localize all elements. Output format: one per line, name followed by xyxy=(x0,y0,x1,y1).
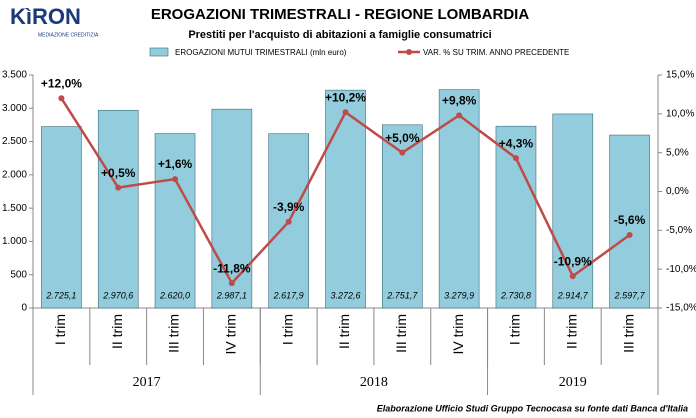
line-value-label: +5,0% xyxy=(385,131,420,145)
y2-tick-label: 15,0% xyxy=(666,70,694,81)
group-label: 2017 xyxy=(133,375,161,390)
bar xyxy=(154,133,196,309)
x-tick-label: II trim xyxy=(336,314,352,349)
bar xyxy=(609,134,650,309)
line-value-label: -5,6% xyxy=(614,213,646,227)
y-tick-label: 3.500 xyxy=(2,70,27,81)
line-value-label: +0,5% xyxy=(101,166,136,180)
line-value-label: +10,2% xyxy=(325,90,366,104)
x-tick-label: IV trim xyxy=(223,314,239,354)
y-tick-label: 1.500 xyxy=(2,203,27,214)
line-value-label: +12,0% xyxy=(41,76,82,90)
bar-value-label: 2.970,6 xyxy=(102,290,133,300)
x-tick-label: IV trim xyxy=(450,314,466,354)
bar xyxy=(97,109,139,309)
bar xyxy=(41,126,82,309)
y-tick-label: 0 xyxy=(21,303,27,314)
y-tick-label: 1.000 xyxy=(2,236,27,247)
line-marker xyxy=(115,184,122,191)
line-marker xyxy=(569,273,576,280)
x-tick-label: III trim xyxy=(393,314,409,353)
chart-subtitle: Prestiti per l'acquisto di abitazioni a … xyxy=(188,29,491,41)
x-tick-label: II trim xyxy=(109,314,125,349)
y-tick-label: 2.500 xyxy=(2,136,27,147)
line-marker xyxy=(285,218,292,225)
legend-label: EROGAZIONI MUTUI TRIMESTRALI (mln euro) xyxy=(175,48,347,57)
bar-value-label: 2.987,1 xyxy=(216,290,247,300)
footer: Elaborazione Ufficio Studi Gruppo Tecnoc… xyxy=(377,403,688,413)
y2-tick-label: -15,0% xyxy=(666,303,696,314)
x-tick-label: I trim xyxy=(52,314,68,345)
x-tick-label: I trim xyxy=(507,314,523,345)
y-tick-label: 3.000 xyxy=(2,103,27,114)
bar-value-label: 2.730,8 xyxy=(500,290,531,300)
line-value-label: +1,6% xyxy=(158,157,193,171)
bar-value-label: 2.725,1 xyxy=(45,290,76,300)
y2-tick-label: -10,0% xyxy=(666,264,696,275)
legend-swatch xyxy=(149,47,169,57)
line-value-label: -11,8% xyxy=(213,261,251,275)
y-tick-label: 2.000 xyxy=(2,169,27,180)
line-marker xyxy=(399,149,406,156)
line-marker xyxy=(58,95,65,102)
x-tick-label: III trim xyxy=(166,314,182,353)
logo-tagline: MEDIAZIONE CREDITIZIA xyxy=(38,32,99,38)
y-tick-label: 500 xyxy=(10,269,27,280)
group-label: 2019 xyxy=(559,375,587,390)
line-marker xyxy=(228,280,235,287)
bar-value-label: 2.597,7 xyxy=(614,290,646,300)
group-label: 2018 xyxy=(360,375,388,390)
y2-tick-label: -5,0% xyxy=(666,225,692,236)
bar xyxy=(211,108,253,309)
x-tick-label: III trim xyxy=(620,314,636,353)
x-tick-label: II trim xyxy=(563,314,579,349)
line-marker xyxy=(456,112,463,119)
line-marker xyxy=(512,155,519,162)
line-marker xyxy=(626,231,633,238)
bar xyxy=(325,89,366,309)
bar-value-label: 3.272,6 xyxy=(330,290,360,300)
bar xyxy=(438,89,480,309)
logo-name: KìRON xyxy=(10,4,81,29)
bar-value-label: 2.914,7 xyxy=(557,290,589,300)
line-marker xyxy=(342,109,349,116)
line-value-label: +9,8% xyxy=(442,94,477,108)
y2-tick-label: 0,0% xyxy=(666,186,689,197)
line-value-label: +4,3% xyxy=(499,136,534,150)
bar-value-label: 2.751,7 xyxy=(386,290,418,300)
x-tick-label: I trim xyxy=(279,314,295,345)
bar-value-label: 2.617,9 xyxy=(273,290,304,300)
y2-tick-label: 5,0% xyxy=(666,147,689,158)
y2-tick-label: 10,0% xyxy=(666,108,694,119)
line-marker xyxy=(172,176,179,183)
bar-value-label: 3.279,9 xyxy=(444,290,474,300)
legend-label: VAR. % SU TRIM. ANNO PRECEDENTE xyxy=(423,48,569,57)
line-value-label: -3,9% xyxy=(273,200,305,214)
bar-value-label: 2.620,0 xyxy=(159,290,190,300)
line-value-label: -10,9% xyxy=(554,254,592,268)
chart-title: EROGAZIONI TRIMESTRALI - REGIONE LOMBARD… xyxy=(151,6,529,23)
bar xyxy=(495,125,537,309)
legend-marker xyxy=(406,49,412,55)
